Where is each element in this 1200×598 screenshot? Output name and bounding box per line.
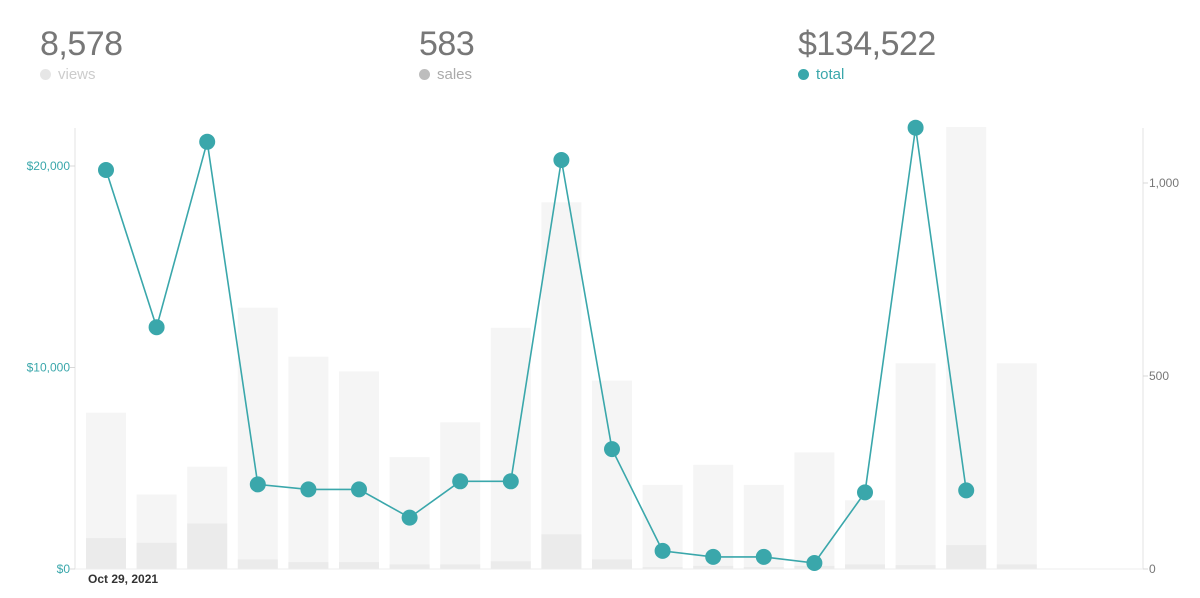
views-bar-8 xyxy=(490,327,531,570)
views-bar-4 xyxy=(288,356,329,569)
total-point-13[interactable] xyxy=(755,548,772,565)
sales-bar-1 xyxy=(136,542,177,569)
total-point-16[interactable] xyxy=(907,119,924,136)
views-bar-10 xyxy=(592,380,632,569)
total-point-14[interactable] xyxy=(806,555,823,571)
sales-bar-5 xyxy=(339,562,379,569)
total-point-5[interactable] xyxy=(351,481,367,498)
legend-sales-dot xyxy=(419,69,430,80)
right-tick-label-2: 1,000 xyxy=(1149,176,1179,190)
total-point-1[interactable] xyxy=(148,319,165,336)
total-point-10[interactable] xyxy=(604,441,620,458)
stat-views-value: 8,578 xyxy=(40,25,123,63)
views-bar-16 xyxy=(895,363,936,569)
total-point-0[interactable] xyxy=(98,162,114,178)
right-tick-label-0: 0 xyxy=(1149,562,1156,576)
total-points xyxy=(98,119,975,571)
legend-sales[interactable]: sales xyxy=(419,66,474,83)
sales-bar-11 xyxy=(642,567,683,569)
total-point-7[interactable] xyxy=(452,473,469,490)
legend-total[interactable]: total xyxy=(798,66,936,83)
total-point-15[interactable] xyxy=(857,484,873,501)
right-axis-ticks: 0 500 1,000 xyxy=(1143,176,1179,576)
total-point-11[interactable] xyxy=(654,542,671,559)
legend-views-label: views xyxy=(58,66,96,83)
views-bar-14 xyxy=(794,452,835,569)
legend-total-label: total xyxy=(816,66,845,83)
left-tick-label-1: $10,000 xyxy=(27,361,71,375)
total-point-9[interactable] xyxy=(553,152,570,168)
total-point-6[interactable] xyxy=(401,509,418,526)
total-line xyxy=(105,127,967,564)
stat-sales-value: 583 xyxy=(419,25,475,63)
stat-total-value: $134,522 xyxy=(798,25,936,63)
total-point-2[interactable] xyxy=(199,133,216,150)
sales-bar-9 xyxy=(541,534,582,569)
sales-bar-0 xyxy=(86,538,126,569)
legend-total-dot xyxy=(798,69,809,80)
sales-bar-3 xyxy=(237,559,278,569)
sales-bar-7 xyxy=(440,564,481,569)
sales-bar-8 xyxy=(490,561,531,569)
sales-bar-6 xyxy=(389,564,430,569)
legend-sales-label: sales xyxy=(437,66,473,83)
sales-bar-12 xyxy=(693,565,734,569)
x-start-label: Oct 29, 2021 xyxy=(88,572,158,586)
legend-views[interactable]: views xyxy=(40,66,123,83)
total-point-12[interactable] xyxy=(705,548,722,565)
views-bar-17 xyxy=(946,127,987,569)
views-bars xyxy=(86,127,1037,570)
sales-bar-18 xyxy=(996,564,1037,569)
stat-total: $134,522 total xyxy=(798,24,936,83)
right-tick-label-1: 500 xyxy=(1149,369,1169,383)
total-point-17[interactable] xyxy=(958,482,975,499)
views-bar-18 xyxy=(996,363,1037,569)
sales-bar-13 xyxy=(743,567,784,569)
sales-bar-16 xyxy=(895,565,936,569)
left-axis-ticks: $0 $10,000 $20,000 xyxy=(27,159,75,576)
total-point-8[interactable] xyxy=(502,473,519,490)
total-point-4[interactable] xyxy=(300,481,317,498)
sales-bar-2 xyxy=(187,523,228,569)
sales-bar-4 xyxy=(288,562,329,569)
left-tick-label-2: $20,000 xyxy=(27,159,71,173)
total-point-3[interactable] xyxy=(249,476,266,493)
legend-views-dot xyxy=(40,69,51,80)
views-bar-5 xyxy=(339,371,379,569)
sales-bars xyxy=(86,523,1037,569)
stat-sales: 583 sales xyxy=(419,24,475,83)
sales-bar-17 xyxy=(946,545,987,569)
sales-bar-10 xyxy=(592,559,632,569)
views-bar-3 xyxy=(237,307,278,569)
views-bar-7 xyxy=(440,422,481,569)
left-tick-label-0: $0 xyxy=(57,562,71,576)
sales-bar-15 xyxy=(845,564,885,569)
views-bar-9 xyxy=(541,202,582,570)
stat-views: 8,578 views xyxy=(40,24,123,83)
